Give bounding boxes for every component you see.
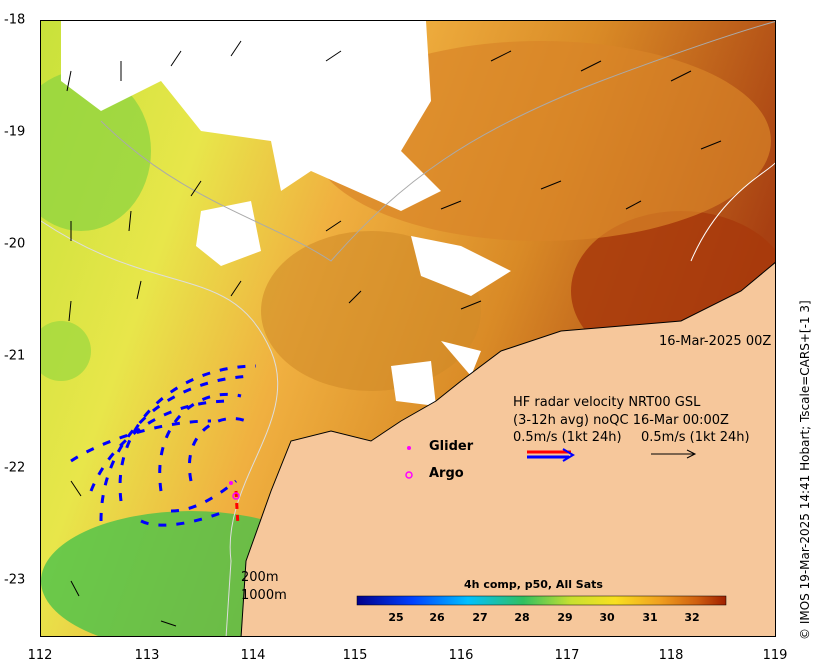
radar-arc [99,374,252,522]
vector-arrow [230,280,242,297]
depth-label-200m: 200m [241,570,279,585]
contour-1000m [100,21,775,262]
vector-arrow [190,180,202,197]
x-tick-label: 116 [448,648,474,663]
colorbar-tick: 31 [642,611,658,624]
vector-arrow [128,210,132,232]
date-label: 16-Mar-2025 00Z [659,334,772,349]
legend-line-1: HF radar velocity NRT00 GSL [513,395,701,410]
colorbar-tick: 29 [557,611,573,624]
glider-marker [229,481,233,485]
vector-arrow [670,70,692,82]
vector-arrow [70,480,82,497]
colorbar-tick: 32 [684,611,700,624]
cloud-mask [391,361,436,406]
cool-patch [41,71,151,231]
legend-line-2: (3-12h avg) noQC 16-Mar 00:00Z [513,413,729,428]
x-tick-label: 117 [554,648,580,663]
vector-arrow [460,300,482,310]
legend-scale-radar: 0.5m/s (1kt 24h) [513,430,622,445]
radar-arc [140,509,227,527]
x-tick-label: 112 [27,648,53,663]
radar-scale-arrowhead [562,448,575,462]
vector-arrow [348,290,362,304]
cloud-mask [196,201,261,266]
legend-glider-label: Glider [429,439,474,454]
radar-arc [89,399,232,492]
colorbar-tick: 30 [599,611,615,624]
y-tick-label: -23 [4,572,26,588]
sst-map [41,21,775,636]
colorbar-tick: 27 [472,611,488,624]
y-tick-label: -21 [4,348,26,364]
y-tick-label: -18 [4,12,26,28]
vector-arrow [160,620,177,627]
map-frame [40,20,776,637]
depth-label-1000m: 1000m [241,588,287,603]
legend-argo-label: Argo [429,466,464,481]
colorbar-bar [356,595,727,606]
vector-arrow [580,60,602,72]
colorbar-tick: 26 [429,611,445,624]
vector-scale-arrow [651,449,697,459]
glider-legend-dot [407,446,411,450]
vector-arrow [490,50,512,62]
x-tick-label: 114 [240,648,266,663]
colorbar-tick: 28 [514,611,530,624]
cloud-mask [61,21,441,211]
vector-arrow [66,70,72,92]
copyright-note: © IMOS 19-Mar-2025 14:41 Hobart; Tscale=… [798,300,812,640]
radar-swirl [70,364,257,527]
radar-arc [70,419,212,463]
radar-arc [170,479,237,513]
vector-arrow [700,140,722,150]
vector-arrow [440,200,462,210]
colorbar-title: 4h comp, p50, All Sats [464,578,603,591]
x-tick-label: 118 [658,648,684,663]
vector-arrow [540,180,562,190]
current-vectors [66,40,722,627]
x-tick-label: 119 [762,648,788,663]
y-tick-label: -22 [4,460,26,476]
vector-arrow [170,50,182,67]
legend-scale-vector: 0.5m/s (1kt 24h) [641,430,750,445]
contour-200m [41,220,279,636]
cool-patch [41,321,91,381]
vector-arrow [325,50,342,62]
radar-red-segment [234,490,240,527]
colorbar-tick: 25 [388,611,404,624]
y-tick-label: -20 [4,236,26,252]
argo-marker [232,492,240,500]
contour-deep [690,162,775,262]
x-tick-label: 115 [342,648,368,663]
vector-arrow [230,40,242,57]
argo-legend-circle [405,471,413,479]
vector-arrow [625,200,642,210]
vector-arrow [70,580,80,597]
vector-arrow [68,300,72,322]
vector-arrow [325,220,342,232]
land [241,262,775,636]
radar-arc [158,392,242,492]
x-tick-label: 113 [134,648,160,663]
coastline [240,262,775,636]
cloud-mask [441,341,481,376]
y-tick-label: -19 [4,124,26,140]
cloud-mask [411,236,511,296]
radar-arc [188,417,247,482]
vector-arrow [136,280,142,300]
